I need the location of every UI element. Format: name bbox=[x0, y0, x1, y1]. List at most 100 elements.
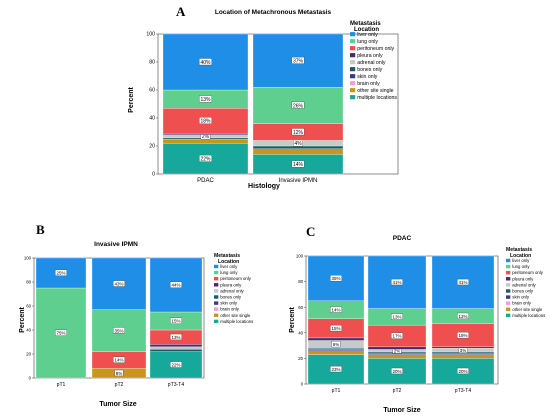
data-label: 25% bbox=[56, 271, 65, 276]
legend-label: skin only bbox=[512, 295, 530, 300]
legend-swatch bbox=[506, 258, 511, 263]
legend-label: pleura only bbox=[512, 276, 534, 281]
data-label: 22% bbox=[171, 363, 180, 368]
legend-swatch bbox=[350, 95, 356, 100]
legend-swatch bbox=[214, 301, 219, 305]
x-tick-label: pT1 bbox=[57, 382, 66, 388]
y-tick-label: 60 bbox=[298, 305, 303, 310]
bar-segment bbox=[162, 133, 249, 135]
legend-label: adrenal only bbox=[220, 288, 244, 293]
legend-title: Location bbox=[354, 27, 379, 33]
legend-label: adrenal only bbox=[357, 60, 386, 66]
legend-label: lung only bbox=[512, 264, 530, 269]
data-label: 41% bbox=[458, 280, 467, 285]
data-label: 23% bbox=[331, 367, 340, 372]
bar-segment bbox=[367, 354, 427, 359]
data-label-box bbox=[170, 333, 182, 341]
legend-label: liver only bbox=[357, 32, 378, 38]
data-label: 2% bbox=[202, 134, 210, 140]
legend-swatch bbox=[350, 88, 356, 93]
legend-title: Metastasis bbox=[214, 253, 240, 259]
data-label: 26% bbox=[293, 103, 304, 109]
data-label: 40% bbox=[200, 60, 211, 66]
y-tick-label: 20 bbox=[149, 144, 155, 150]
y-tick-label: 80 bbox=[298, 279, 303, 284]
y-tick-label: 20 bbox=[26, 352, 31, 357]
legend-swatch bbox=[214, 319, 219, 324]
y-tick-label: 40 bbox=[149, 116, 155, 122]
legend-swatch bbox=[214, 264, 219, 269]
bar-segment bbox=[149, 349, 203, 352]
data-label: 15% bbox=[331, 326, 340, 331]
legend-label: peritoneum only bbox=[357, 46, 394, 52]
legend-swatch bbox=[214, 270, 219, 275]
data-label: 8% bbox=[116, 371, 123, 376]
y-tick-label: 40 bbox=[298, 330, 303, 335]
data-label-box bbox=[170, 281, 182, 288]
data-label-box bbox=[199, 95, 212, 103]
panel-c-chart: 0 20 40 60 80 100 23% 6% 15% 14% 35% pT1 20% 2% 17% 13%… bbox=[296, 247, 545, 394]
legend-label: brain only bbox=[220, 307, 239, 312]
data-label-box bbox=[457, 278, 469, 286]
legend-label: skin only bbox=[357, 74, 378, 80]
data-label-box bbox=[199, 117, 212, 124]
legend-swatch bbox=[214, 276, 219, 281]
data-label-box bbox=[113, 280, 125, 287]
y-tick-label: 0 bbox=[152, 172, 155, 178]
data-label-box bbox=[55, 329, 67, 336]
legend-label: lung only bbox=[220, 270, 238, 275]
legend-label: multiple locations bbox=[512, 313, 545, 318]
x-tick-label: Invasive IPMN bbox=[279, 178, 318, 184]
data-label-box bbox=[291, 128, 305, 136]
data-label-box bbox=[113, 356, 125, 363]
legend-label: bones only bbox=[357, 67, 382, 73]
panel-b-ylabel: Percent bbox=[19, 306, 26, 332]
legend-swatch bbox=[506, 313, 511, 318]
bar-segment bbox=[307, 337, 365, 341]
panel-c-xlabel: Tumor Size bbox=[383, 407, 420, 414]
data-label-box bbox=[330, 306, 342, 313]
data-label-box bbox=[457, 312, 469, 320]
panel-c-title: PDAC bbox=[393, 235, 412, 242]
bar-segment bbox=[149, 344, 203, 347]
legend-swatch bbox=[214, 295, 219, 299]
legend-swatch bbox=[506, 283, 511, 287]
legend-swatch bbox=[214, 313, 219, 318]
legend-label: liver only bbox=[220, 264, 238, 269]
data-label: 12% bbox=[293, 130, 304, 136]
legend-swatch bbox=[506, 270, 511, 275]
data-label-box bbox=[391, 332, 403, 339]
y-tick-label: 100 bbox=[296, 254, 304, 259]
data-label-box bbox=[291, 56, 305, 64]
data-label: 22% bbox=[200, 157, 211, 163]
data-label-box bbox=[291, 160, 305, 168]
legend-swatch bbox=[214, 283, 219, 287]
panel-a-xlabel: Histology bbox=[248, 183, 280, 190]
bar-segment bbox=[431, 354, 495, 359]
y-tick-label: 80 bbox=[149, 60, 155, 66]
legend-label: pleura only bbox=[357, 53, 383, 59]
data-label-box bbox=[199, 154, 212, 162]
data-label-box bbox=[457, 367, 469, 375]
legend-swatch bbox=[506, 307, 511, 312]
legend-label: liver only bbox=[512, 258, 530, 263]
data-label-box bbox=[391, 367, 403, 375]
legend-label: skin only bbox=[220, 301, 238, 306]
data-label: 14% bbox=[114, 358, 123, 363]
legend-label: brain only bbox=[357, 81, 380, 87]
x-tick-label: PDAC bbox=[197, 178, 214, 184]
data-label: 37% bbox=[293, 59, 304, 65]
panel-a-ylabel: Percent bbox=[128, 86, 135, 112]
y-tick-label: 60 bbox=[149, 88, 155, 94]
data-label-box bbox=[330, 325, 342, 332]
y-tick-label: 100 bbox=[146, 32, 155, 38]
panel-c-ylabel: Percent bbox=[289, 306, 296, 332]
data-label: 3% bbox=[460, 348, 467, 353]
legend-swatch bbox=[350, 74, 356, 79]
legend-label: other site single bbox=[512, 307, 543, 312]
panel-b-xlabel: Tumor Size bbox=[99, 401, 136, 408]
legend-swatch bbox=[506, 289, 511, 293]
data-label: 13% bbox=[171, 335, 180, 340]
legend-swatch bbox=[350, 67, 356, 72]
